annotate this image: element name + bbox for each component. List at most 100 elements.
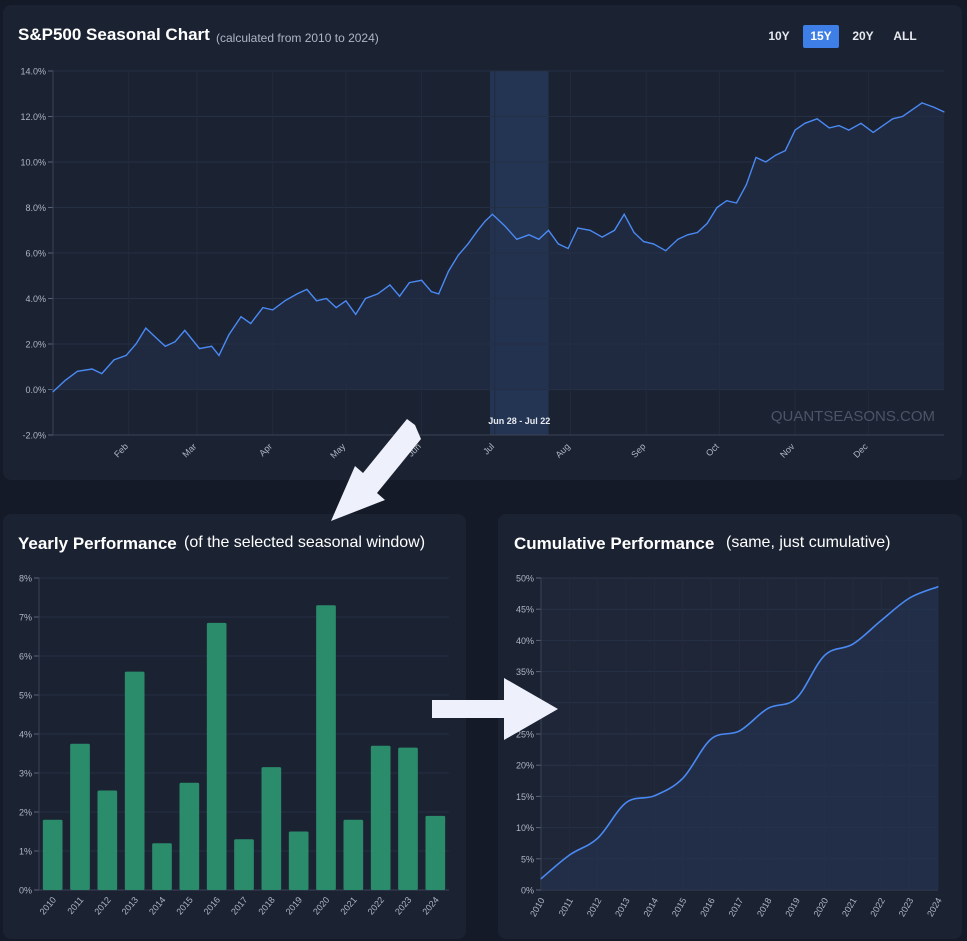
range-button-15y[interactable]: 15Y (803, 25, 839, 48)
x-tick-label: Aug (554, 441, 572, 459)
x-tick-label: 2021 (840, 896, 859, 918)
bar (152, 843, 172, 890)
seasonal-point (228, 334, 230, 336)
x-tick-label: Mar (180, 441, 198, 459)
seasonal-point (745, 184, 747, 186)
seasonal-point (848, 129, 850, 131)
y-tick-label: 20% (516, 761, 534, 771)
seasonal-point (154, 336, 157, 338)
cumulative-point (710, 738, 712, 740)
seasonal-point (528, 234, 530, 236)
y-tick-label: 5% (521, 854, 534, 864)
seasonal-point (438, 293, 440, 295)
yearly-performance-subtitle: (of the selected seasonal window) (184, 534, 426, 551)
seasonal-point (784, 150, 786, 152)
range-button-20y[interactable]: 20Y (852, 29, 874, 43)
seasonal-point (613, 229, 616, 231)
seasonal-point (901, 115, 904, 118)
seasonal-point (355, 313, 357, 316)
y-tick-label: 25% (516, 730, 534, 740)
seasonal-point (652, 243, 655, 245)
y-tick-label: 8.0% (25, 203, 46, 213)
x-tick-label: Jul (481, 441, 496, 456)
bar (179, 782, 200, 890)
y-tick-label: 0.0% (25, 385, 46, 395)
cumulative-point (682, 777, 684, 779)
bar (97, 790, 118, 890)
x-tick-label: Apr (257, 441, 274, 458)
seasonal-point (430, 291, 432, 293)
range-button-10y[interactable]: 10Y (768, 29, 790, 43)
seasonal-point (240, 316, 242, 318)
cumulative-point (880, 619, 882, 622)
seasonal-point (164, 345, 166, 347)
seasonal-point (491, 213, 493, 215)
y-tick-label: 7% (19, 613, 32, 623)
seasonal-point (272, 309, 274, 311)
seasonal-point (198, 347, 201, 350)
cumulative-performance-panel: Cumulative Performance (same, just cumul… (498, 514, 962, 939)
seasonal-point (623, 213, 625, 215)
seasonal-point (76, 370, 79, 372)
seasonal-point (516, 238, 518, 240)
y-tick-label: 2% (19, 808, 32, 818)
cumulative-point (767, 707, 769, 710)
seasonal-point (377, 293, 379, 295)
y-tick-label: 6% (19, 652, 32, 662)
seasonal-point (389, 284, 391, 286)
seasonal-point (538, 238, 540, 240)
seasonal-point (447, 270, 450, 272)
seasonal-point (335, 307, 337, 309)
seasonal-chart-title: S&P500 Seasonal Chart (18, 25, 210, 44)
bar (70, 743, 90, 890)
bar (316, 605, 336, 890)
yearly-performance-title: Yearly Performance (18, 534, 177, 553)
bar (343, 819, 364, 890)
x-tick-label: Feb (112, 441, 130, 459)
seasonal-point (325, 297, 328, 300)
seasonal-point (477, 229, 479, 231)
cumulative-point (540, 878, 542, 880)
range-button-all[interactable]: ALL (893, 29, 917, 43)
seasonal-point (589, 229, 591, 231)
y-tick-label: 5% (19, 691, 32, 701)
seasonal-point (735, 202, 738, 204)
seasonal-point (816, 118, 818, 120)
seasonal-point (601, 236, 603, 238)
seasonal-point (250, 322, 252, 325)
seasonal-point (547, 229, 550, 231)
seasonal-point (296, 293, 298, 295)
x-tick-label: Oct (704, 441, 721, 458)
seasonal-point (364, 297, 367, 300)
seasonal-point (677, 238, 679, 240)
seasonal-point (218, 354, 220, 356)
y-tick-label: -2.0% (22, 431, 46, 441)
bar (425, 815, 446, 890)
seasonal-point (504, 225, 506, 227)
y-tick-label: 3% (19, 769, 32, 779)
seasonal-point (774, 154, 777, 156)
bar (398, 747, 418, 890)
yearly-performance-chart[interactable]: 0% 1% 2% 3% 4% 5% 6% 7% 8% 2010 2011 2012 2013 2014 20… (3, 514, 466, 939)
seasonal-point (828, 127, 830, 129)
x-tick-label: 2023 (897, 896, 916, 918)
y-tick-label: 6.0% (25, 249, 46, 259)
x-tick-label: 2020 (812, 896, 831, 918)
cumulative-performance-chart[interactable]: 0%5%10%15%20%25%30%35%40%45%50%201020112… (498, 514, 962, 939)
x-tick-label: Sep (629, 441, 647, 459)
cumulative-point (909, 597, 911, 599)
x-tick-label: Dec (851, 441, 870, 460)
y-tick-label: 15% (516, 792, 534, 802)
seasonal-point (484, 220, 486, 222)
seasonal-point (567, 247, 569, 250)
seasonal-point (421, 279, 423, 281)
seasonal-point (64, 379, 66, 381)
seasonal-chart[interactable]: -2.0% 0.0% 2.0% 4.0% 6.0% 8.0% 10.0% 12.0% 14.0%… (3, 5, 962, 480)
bar (206, 622, 227, 890)
bar (370, 745, 391, 890)
x-tick-label: 2021 (338, 895, 359, 917)
seasonal-point (882, 125, 884, 127)
yearly-performance-panel: Yearly Performance (of the selected seas… (3, 514, 466, 939)
x-tick-label: 2010 (38, 895, 59, 917)
seasonal-point (113, 359, 115, 361)
